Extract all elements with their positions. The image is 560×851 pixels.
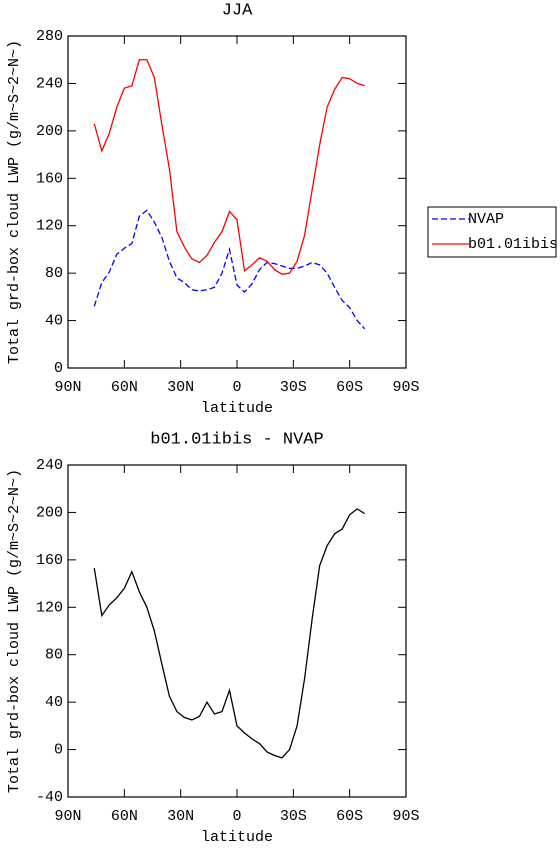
x-tick-label: 60N xyxy=(111,808,138,825)
x-tick-label: 60S xyxy=(336,379,363,396)
x-tick-label: 0 xyxy=(232,808,241,825)
x-tick-label: 30S xyxy=(280,808,307,825)
data-line xyxy=(93,508,366,759)
x-tick-label: 30N xyxy=(167,808,194,825)
x-tick-label: 60S xyxy=(336,808,363,825)
x-tick-label: 90N xyxy=(54,379,81,396)
y-tick-label: -40 xyxy=(36,789,63,806)
plot-frame xyxy=(67,464,407,798)
y-tick-label: 40 xyxy=(45,313,63,330)
y-tick-label: 0 xyxy=(54,742,63,759)
y-tick-label: 120 xyxy=(36,218,63,235)
plot-frame xyxy=(67,35,407,369)
chart-title: JJA xyxy=(222,1,253,20)
x-tick-label: 0 xyxy=(232,379,241,396)
y-tick-label: 120 xyxy=(36,599,63,616)
data-line xyxy=(93,209,366,330)
x-tick-label: 90S xyxy=(392,379,419,396)
legend-label: b01.01ibis xyxy=(468,236,558,253)
x-tick-label: 90N xyxy=(54,808,81,825)
y-tick-label: 280 xyxy=(36,28,63,45)
x-tick-label: 30N xyxy=(167,379,194,396)
y-tick-label: 200 xyxy=(36,123,63,140)
legend-label: NVAP xyxy=(468,211,504,228)
chart-title: b01.01ibis - NVAP xyxy=(150,430,323,449)
y-axis-label: Total grd-box cloud LWP (g/m~S~2~N~) xyxy=(6,469,23,793)
x-tick-label: 90S xyxy=(392,808,419,825)
y-tick-label: 80 xyxy=(45,647,63,664)
y-tick-label: 40 xyxy=(45,694,63,711)
y-tick-label: 200 xyxy=(36,504,63,521)
y-axis-label: Total grd-box cloud LWP (g/m~S~2~N~) xyxy=(6,40,23,364)
data-line xyxy=(93,59,365,276)
y-tick-label: 80 xyxy=(45,265,63,282)
y-tick-label: 0 xyxy=(54,360,63,377)
x-axis-label: latitude xyxy=(201,400,273,417)
x-axis-label: latitude xyxy=(201,829,273,846)
x-tick-label: 60N xyxy=(111,379,138,396)
y-tick-label: 240 xyxy=(36,457,63,474)
y-tick-label: 240 xyxy=(36,75,63,92)
x-tick-label: 30S xyxy=(280,379,307,396)
legend-box xyxy=(427,206,557,258)
y-tick-label: 160 xyxy=(36,170,63,187)
y-tick-label: 160 xyxy=(36,552,63,569)
